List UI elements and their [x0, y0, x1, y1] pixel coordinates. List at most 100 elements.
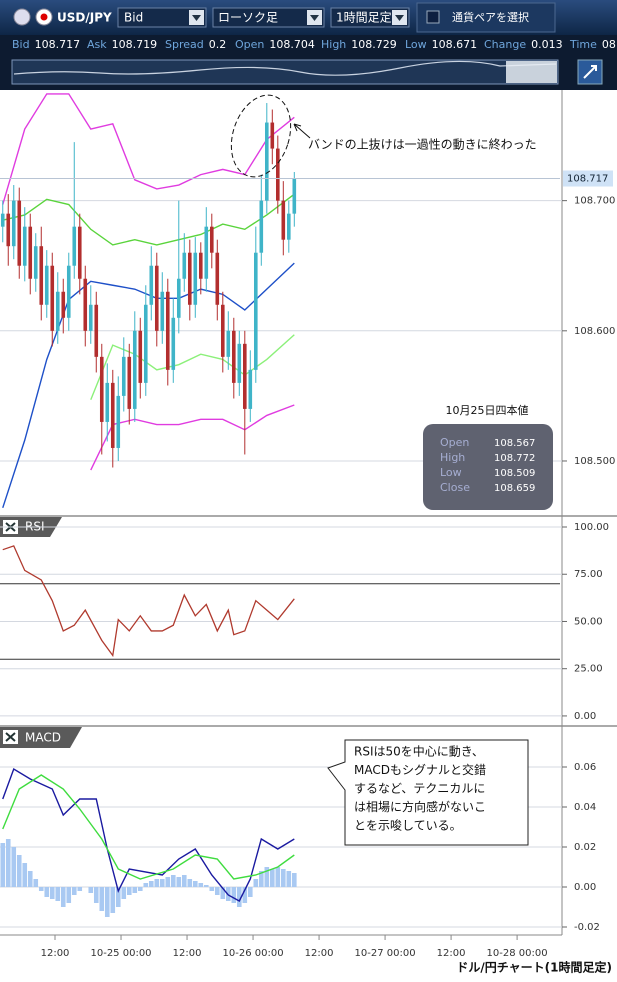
flag-jp-dot: [40, 13, 48, 21]
y-tick-label: 75.00: [574, 569, 603, 580]
callout-line: RSIは50を中心に動き、: [354, 744, 484, 759]
x-tick-label: 10-25 00:00: [90, 948, 151, 959]
x-tick-label: 12:00: [41, 948, 70, 959]
histogram-bar: [269, 869, 275, 887]
candle-body: [182, 252, 187, 279]
histogram-bar: [143, 883, 149, 887]
series-line: [2, 774, 295, 880]
candle-body: [237, 343, 242, 383]
histogram-bar: [170, 875, 176, 887]
quote-label: Time: [569, 38, 597, 51]
panel-title: MACD: [25, 731, 61, 745]
histogram-bar: [214, 887, 220, 895]
candle-body: [198, 252, 203, 279]
candle-body: [171, 317, 176, 370]
histogram-bar: [264, 867, 270, 887]
histogram-bar: [49, 887, 55, 899]
callout-line: とを示唆している。: [354, 818, 462, 833]
y-tick-label: 0.04: [574, 802, 596, 813]
quote-value: 108.729: [351, 38, 397, 51]
histogram-bar: [44, 887, 50, 897]
price-type-select[interactable]: [117, 7, 207, 28]
histogram-bar: [220, 887, 226, 899]
close-icon: [5, 732, 16, 742]
histogram-bar: [16, 855, 22, 887]
navigator-track[interactable]: [11, 59, 559, 85]
price-type: Bid: [124, 11, 143, 25]
candle-body: [99, 356, 104, 422]
macd-header: [0, 727, 82, 748]
pair: USD/JPY: [57, 11, 112, 25]
info-value: 108.509: [494, 468, 535, 479]
candle-body: [292, 178, 297, 214]
flag-us: [13, 8, 31, 26]
candle-body: [55, 291, 60, 331]
histogram-bar: [165, 877, 171, 887]
info-rows: Open 108.567 High 108.772 Low 108.509 Close 108…: [440, 436, 535, 494]
candle-body: [215, 252, 220, 305]
expand-icon: [583, 65, 597, 79]
candle-body: [154, 265, 159, 331]
candle-body: [176, 278, 181, 318]
rsi-plot: [0, 526, 562, 717]
y-tick-label: 108.700: [574, 196, 615, 207]
pair-select-label: 通貨ペアを選択: [452, 10, 529, 24]
candle-body: [17, 200, 22, 266]
histogram-bar: [231, 887, 237, 903]
histogram-bar: [292, 873, 297, 887]
candle-body: [77, 226, 82, 279]
histogram-bar: [154, 879, 160, 887]
candle-body: [259, 200, 264, 253]
quote-label: Open: [235, 38, 264, 51]
series-line: [2, 545, 295, 658]
histogram-bar: [281, 869, 286, 887]
candle-body: [187, 252, 192, 305]
navigator-handle[interactable]: [506, 61, 557, 83]
checkbox[interactable]: [426, 10, 440, 24]
histogram-bar: [236, 887, 242, 907]
histogram-bar: [176, 877, 182, 887]
histogram-bar: [93, 887, 99, 903]
quote-items: Bid 108.717 Ask 108.719 Spread 0.2 Open 108.704…: [12, 38, 616, 51]
candle-body: [83, 278, 88, 331]
candle-body: [94, 304, 99, 357]
quote-label: High: [321, 38, 346, 51]
callout-line: MACDもシグナルと交錯: [354, 762, 486, 777]
series-line: [2, 93, 295, 205]
histogram-bar: [11, 847, 17, 887]
candle-body: [105, 382, 110, 422]
candle-body: [72, 226, 77, 266]
candle-body: [33, 246, 38, 279]
histogram-bar: [38, 887, 44, 891]
candle-body: [6, 213, 11, 247]
candle-body: [281, 200, 286, 240]
y-tick-label: 100.00: [574, 522, 609, 533]
candle-body: [143, 304, 148, 383]
y-tick-label: 0.06: [574, 762, 596, 773]
candle-body: [22, 226, 27, 266]
histogram-bar: [198, 883, 204, 887]
candle-body: [275, 148, 280, 201]
histogram-bar: [33, 879, 39, 887]
candle-body: [44, 265, 49, 305]
histogram-bar: [71, 887, 77, 895]
candle-body: [121, 356, 126, 396]
period: 1時間足定: [336, 10, 392, 25]
candle-body: [165, 291, 170, 370]
candle-body: [253, 252, 258, 370]
histogram-bar: [121, 887, 127, 899]
candle-body: [160, 291, 165, 331]
candle-body: [231, 330, 236, 383]
histogram-bar: [88, 887, 94, 893]
highlight-ellipse: [230, 94, 292, 178]
x-tick-label: 10-26 00:00: [223, 948, 284, 959]
quote-label: Bid: [12, 38, 30, 51]
info-box-title: 10月25日四本値: [446, 403, 529, 417]
chart-type-select[interactable]: [212, 7, 325, 28]
histogram-bar: [77, 887, 83, 891]
annotation: バンドの上抜けは一過性の動きに終わった: [308, 137, 537, 152]
period-select[interactable]: [330, 7, 410, 28]
histogram-bar: [286, 871, 292, 887]
navigator-line: [13, 60, 557, 76]
y-tick-label: -0.02: [574, 922, 600, 933]
